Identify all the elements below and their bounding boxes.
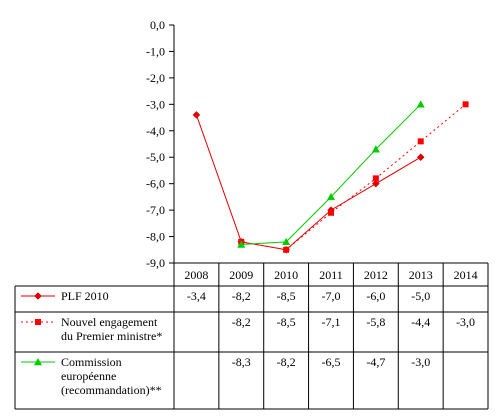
data-cell: -8,5 [277,315,296,329]
data-cell: -8,2 [232,315,251,329]
data-cell: -5,0 [411,289,430,303]
legend-label: (recommandation)** [61,383,162,397]
data-point [372,175,379,182]
y-tick-label: -4,0 [146,124,165,138]
data-point [416,100,425,108]
x-category-label: 2008 [184,268,208,282]
data-cell: -6,5 [322,355,341,369]
legend-label: du Premier ministre* [61,329,162,343]
series-line [241,103,422,245]
data-cell: -3,0 [411,355,430,369]
y-tick-label: -9,0 [146,256,165,270]
x-category-label: 2009 [229,268,253,282]
data-cell: -8,5 [277,289,296,303]
data-cell: -6,0 [366,289,385,303]
data-point [237,240,246,248]
y-tick-label: -6,0 [146,177,165,191]
y-tick-label: -2,0 [146,71,165,85]
x-category-label: 2010 [274,268,298,282]
data-point [462,101,469,108]
legend-key-marker [35,319,41,325]
data-point [283,246,290,253]
legend-label: PLF 2010 [61,289,109,303]
data-point [328,209,334,216]
data-cell: -8,2 [232,289,251,303]
legend-label: Commission [61,355,122,369]
y-tick-label: -5,0 [146,150,165,164]
data-cell: -3,0 [456,315,475,329]
legend-label: Nouvel engagement [61,315,158,329]
data-cell: -5,8 [366,315,385,329]
data-point [371,145,380,153]
data-cell: -4,7 [366,355,385,369]
data-point [282,237,291,246]
data-cell: -4,4 [411,315,430,329]
data-cell: -7,1 [322,315,341,329]
series-3 [241,103,422,245]
data-cell: -8,2 [277,355,296,369]
series-line [195,114,421,251]
legend-key-marker [34,358,42,366]
data-point [417,138,424,145]
x-category-label: 2012 [364,268,388,282]
series-line [241,103,466,251]
y-tick-label: -1,0 [146,44,165,58]
series-1 [195,114,421,251]
y-tick-label: -8,0 [146,230,165,244]
x-category-label: 2014 [454,268,478,282]
y-tick-label: 0,0 [150,18,165,32]
y-tick-label: -3,0 [146,97,165,111]
data-cell: -3,4 [187,289,206,303]
series-2 [241,103,466,251]
data-point [416,153,425,162]
legend-key-marker [34,292,42,300]
data-cell: -7,0 [322,289,341,303]
x-category-label: 2013 [409,268,433,282]
y-tick-label: -7,0 [146,203,165,217]
data-point [372,179,380,188]
data-point [327,192,335,201]
legend-label: européenne [61,369,116,383]
data-cell: -8,3 [232,355,251,369]
x-category-label: 2011 [319,268,343,282]
data-point [192,111,201,119]
